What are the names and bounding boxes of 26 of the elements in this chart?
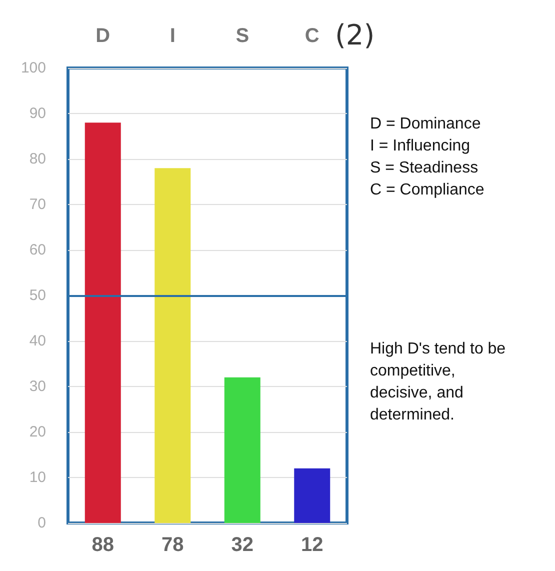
y-tick-label: 50: [29, 287, 46, 304]
data-label: 78: [162, 534, 184, 556]
y-tick-label: 90: [29, 105, 46, 122]
x-tick-label: I: [170, 25, 176, 47]
data-label: 32: [231, 534, 254, 556]
y-tick-label: 70: [29, 196, 46, 213]
text: D = Dominance I = Influencing S = Steadiness C = Compliance: [370, 116, 484, 198]
y-tick-label: 100: [20, 60, 46, 76]
y-tick-label: 40: [29, 332, 46, 350]
data-label: 12: [301, 534, 324, 556]
x-tick-label: D: [96, 25, 110, 47]
bar: [154, 168, 191, 523]
y-tick-label: 80: [29, 150, 46, 168]
bar: [84, 122, 121, 523]
y-tick-label: 0: [38, 514, 46, 532]
x-tick-label: C: [304, 25, 320, 47]
x-tick-label: S: [236, 25, 250, 47]
y-tick-label: 60: [29, 242, 46, 258]
bar: [224, 377, 260, 523]
text: High D's tend to be competitive, decisive, and determined.: [370, 340, 506, 424]
y-tick-label: 10: [29, 469, 46, 486]
chart-title: (2): [335, 18, 375, 52]
y-tick-label: 30: [29, 378, 46, 395]
data-label: 88: [92, 534, 114, 556]
y-tick-label: 20: [29, 424, 46, 440]
bar: [294, 468, 330, 523]
